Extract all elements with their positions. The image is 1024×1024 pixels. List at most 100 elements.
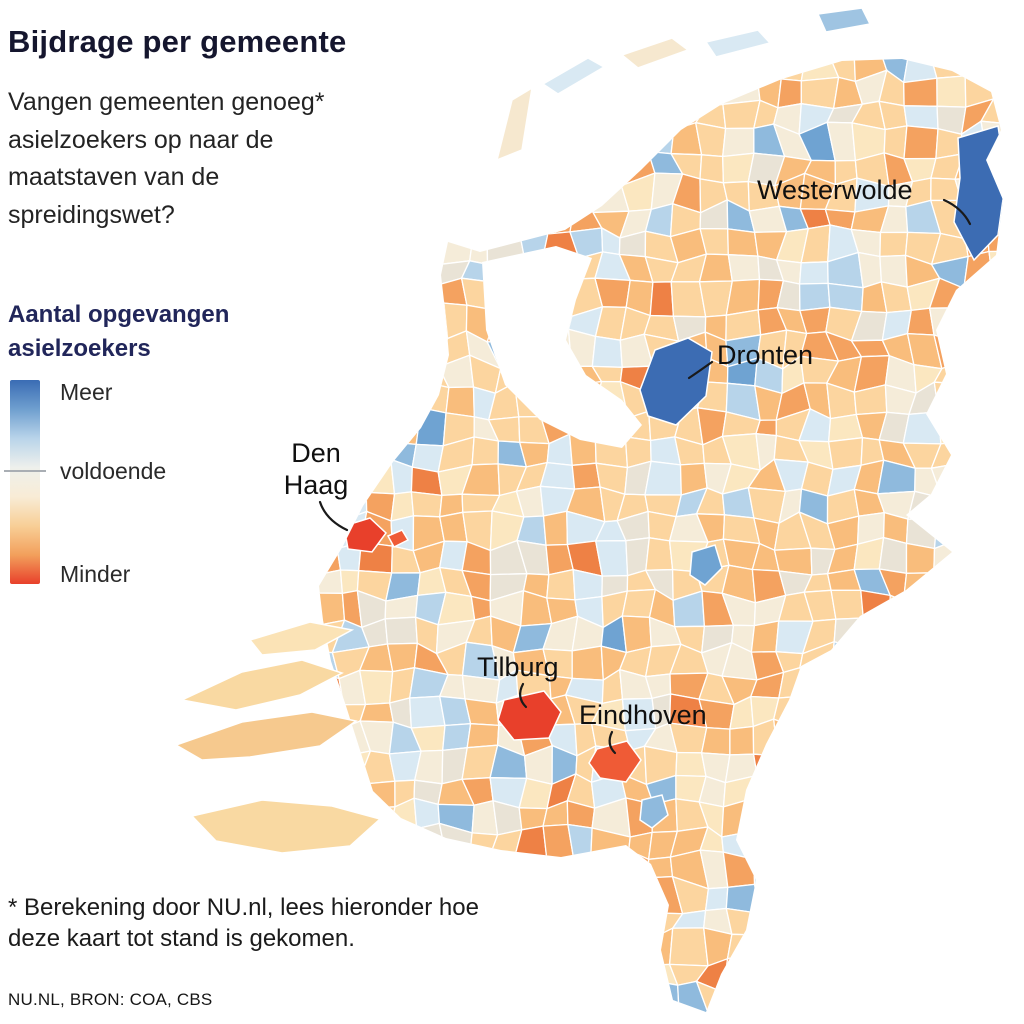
- municipality-cell: [726, 933, 755, 960]
- municipality-cell: [880, 281, 913, 314]
- municipality-cell: [877, 726, 918, 759]
- municipality-cell: [519, 233, 549, 266]
- municipality-cell: [722, 851, 756, 889]
- municipality-cell: [1008, 81, 1024, 109]
- wadden-island: [495, 86, 533, 162]
- municipality-cell: [878, 536, 908, 575]
- municipality-cell: [541, 1013, 571, 1024]
- municipality-cell: [877, 908, 914, 935]
- municipality-cell: [850, 770, 882, 805]
- municipality-cell: [366, 175, 398, 209]
- municipality-cell: [880, 747, 905, 784]
- municipality-cell: [360, 382, 398, 415]
- municipality-cell: [852, 851, 883, 886]
- map-label-westerwolde: Westerwolde: [757, 175, 913, 205]
- municipality-cell: [798, 884, 833, 909]
- municipality-cell: [670, 68, 708, 108]
- municipality-cell: [644, 460, 682, 496]
- municipality-cell: [384, 250, 421, 282]
- municipality-cell: [850, 931, 888, 959]
- municipality-cell: [906, 667, 940, 701]
- municipality-cell: [541, 902, 575, 941]
- municipality-cell: [540, 257, 581, 291]
- municipality-cell: [800, 956, 833, 993]
- municipality-cell: [980, 337, 1003, 361]
- municipality-cell: [955, 640, 989, 681]
- municipality-cell: [753, 858, 781, 886]
- municipality-cell: [649, 281, 675, 317]
- municipality-cell: [755, 774, 788, 804]
- municipality-cell: [513, 359, 547, 384]
- municipality-cell: [882, 981, 912, 1012]
- municipality-cell: [928, 59, 967, 79]
- municipality-cell: [954, 463, 994, 493]
- municipality-cell: [515, 333, 546, 363]
- municipality-cell: [878, 802, 918, 832]
- municipality-cell: [460, 1007, 500, 1012]
- municipality-cell: [902, 411, 942, 445]
- municipality-cell: [803, 824, 837, 861]
- leader-dronten: [687, 360, 714, 380]
- municipality-cell: [415, 407, 447, 447]
- municipality-cell: [332, 306, 370, 341]
- municipality-cell: [957, 573, 991, 603]
- municipality-cell: [960, 746, 995, 783]
- municipality-cell: [829, 953, 858, 993]
- municipality-cell: [729, 725, 755, 756]
- municipality-cell: [798, 666, 832, 703]
- municipality-cell: [571, 645, 604, 681]
- municipality-cell: [1010, 251, 1024, 291]
- municipality-cell: [434, 120, 469, 156]
- municipality-cell: [827, 901, 865, 935]
- municipality-cell: [798, 282, 831, 312]
- map-label-eindhoven: Eindhoven: [579, 700, 707, 730]
- municipality-cell: [750, 620, 780, 653]
- municipality-cell: [383, 71, 419, 107]
- municipality-cell: [440, 174, 467, 213]
- municipality-cell: [981, 411, 1003, 444]
- municipality-cell: [856, 617, 891, 650]
- municipality-cell: [594, 436, 629, 469]
- municipality-cell: [387, 200, 417, 235]
- municipality-cell: [981, 855, 1003, 885]
- municipality-cell: [781, 956, 804, 993]
- municipality-cell: [960, 285, 995, 312]
- municipality-cell: [387, 122, 420, 149]
- municipality-cell: [749, 927, 784, 967]
- municipality-cell: [755, 419, 777, 437]
- municipality-cell: [668, 927, 709, 967]
- municipality-cell: [983, 615, 1003, 654]
- municipality-cell: [989, 728, 1003, 755]
- municipality-cell: [1007, 727, 1024, 759]
- municipality-cell: [903, 77, 938, 107]
- municipality-cell: [646, 1006, 681, 1012]
- municipality-cell: [751, 1015, 783, 1024]
- municipality-cell: [620, 1004, 652, 1012]
- municipality-cell: [1008, 95, 1024, 125]
- municipality-cell: [435, 852, 476, 881]
- municipality-cell: [564, 910, 605, 941]
- zeeland-island: [248, 621, 355, 656]
- legend-gradient-bar: [10, 380, 40, 584]
- municipality-cell: [932, 571, 960, 601]
- municipality-cell: [358, 669, 394, 706]
- municipality-cell: [464, 698, 500, 727]
- municipality-cell: [783, 802, 810, 836]
- municipality-cell: [988, 250, 1003, 289]
- municipality-cell: [986, 285, 1003, 317]
- municipality-cell: [932, 911, 963, 938]
- municipality-cell: [319, 750, 343, 778]
- municipality-cell: [523, 257, 543, 291]
- municipality-cell: [486, 202, 524, 238]
- municipality-cell: [955, 673, 989, 698]
- municipality-cell: [961, 1006, 996, 1012]
- municipality-cell: [619, 961, 658, 982]
- municipality-cell: [468, 850, 499, 891]
- municipality-cell: [877, 880, 913, 915]
- municipality-cell: [833, 617, 865, 650]
- municipality-cell: [1013, 775, 1024, 804]
- municipality-cell: [415, 231, 449, 265]
- municipality-cell: [1018, 123, 1024, 161]
- municipality-cell: [461, 209, 499, 239]
- municipality-cell: [368, 279, 393, 315]
